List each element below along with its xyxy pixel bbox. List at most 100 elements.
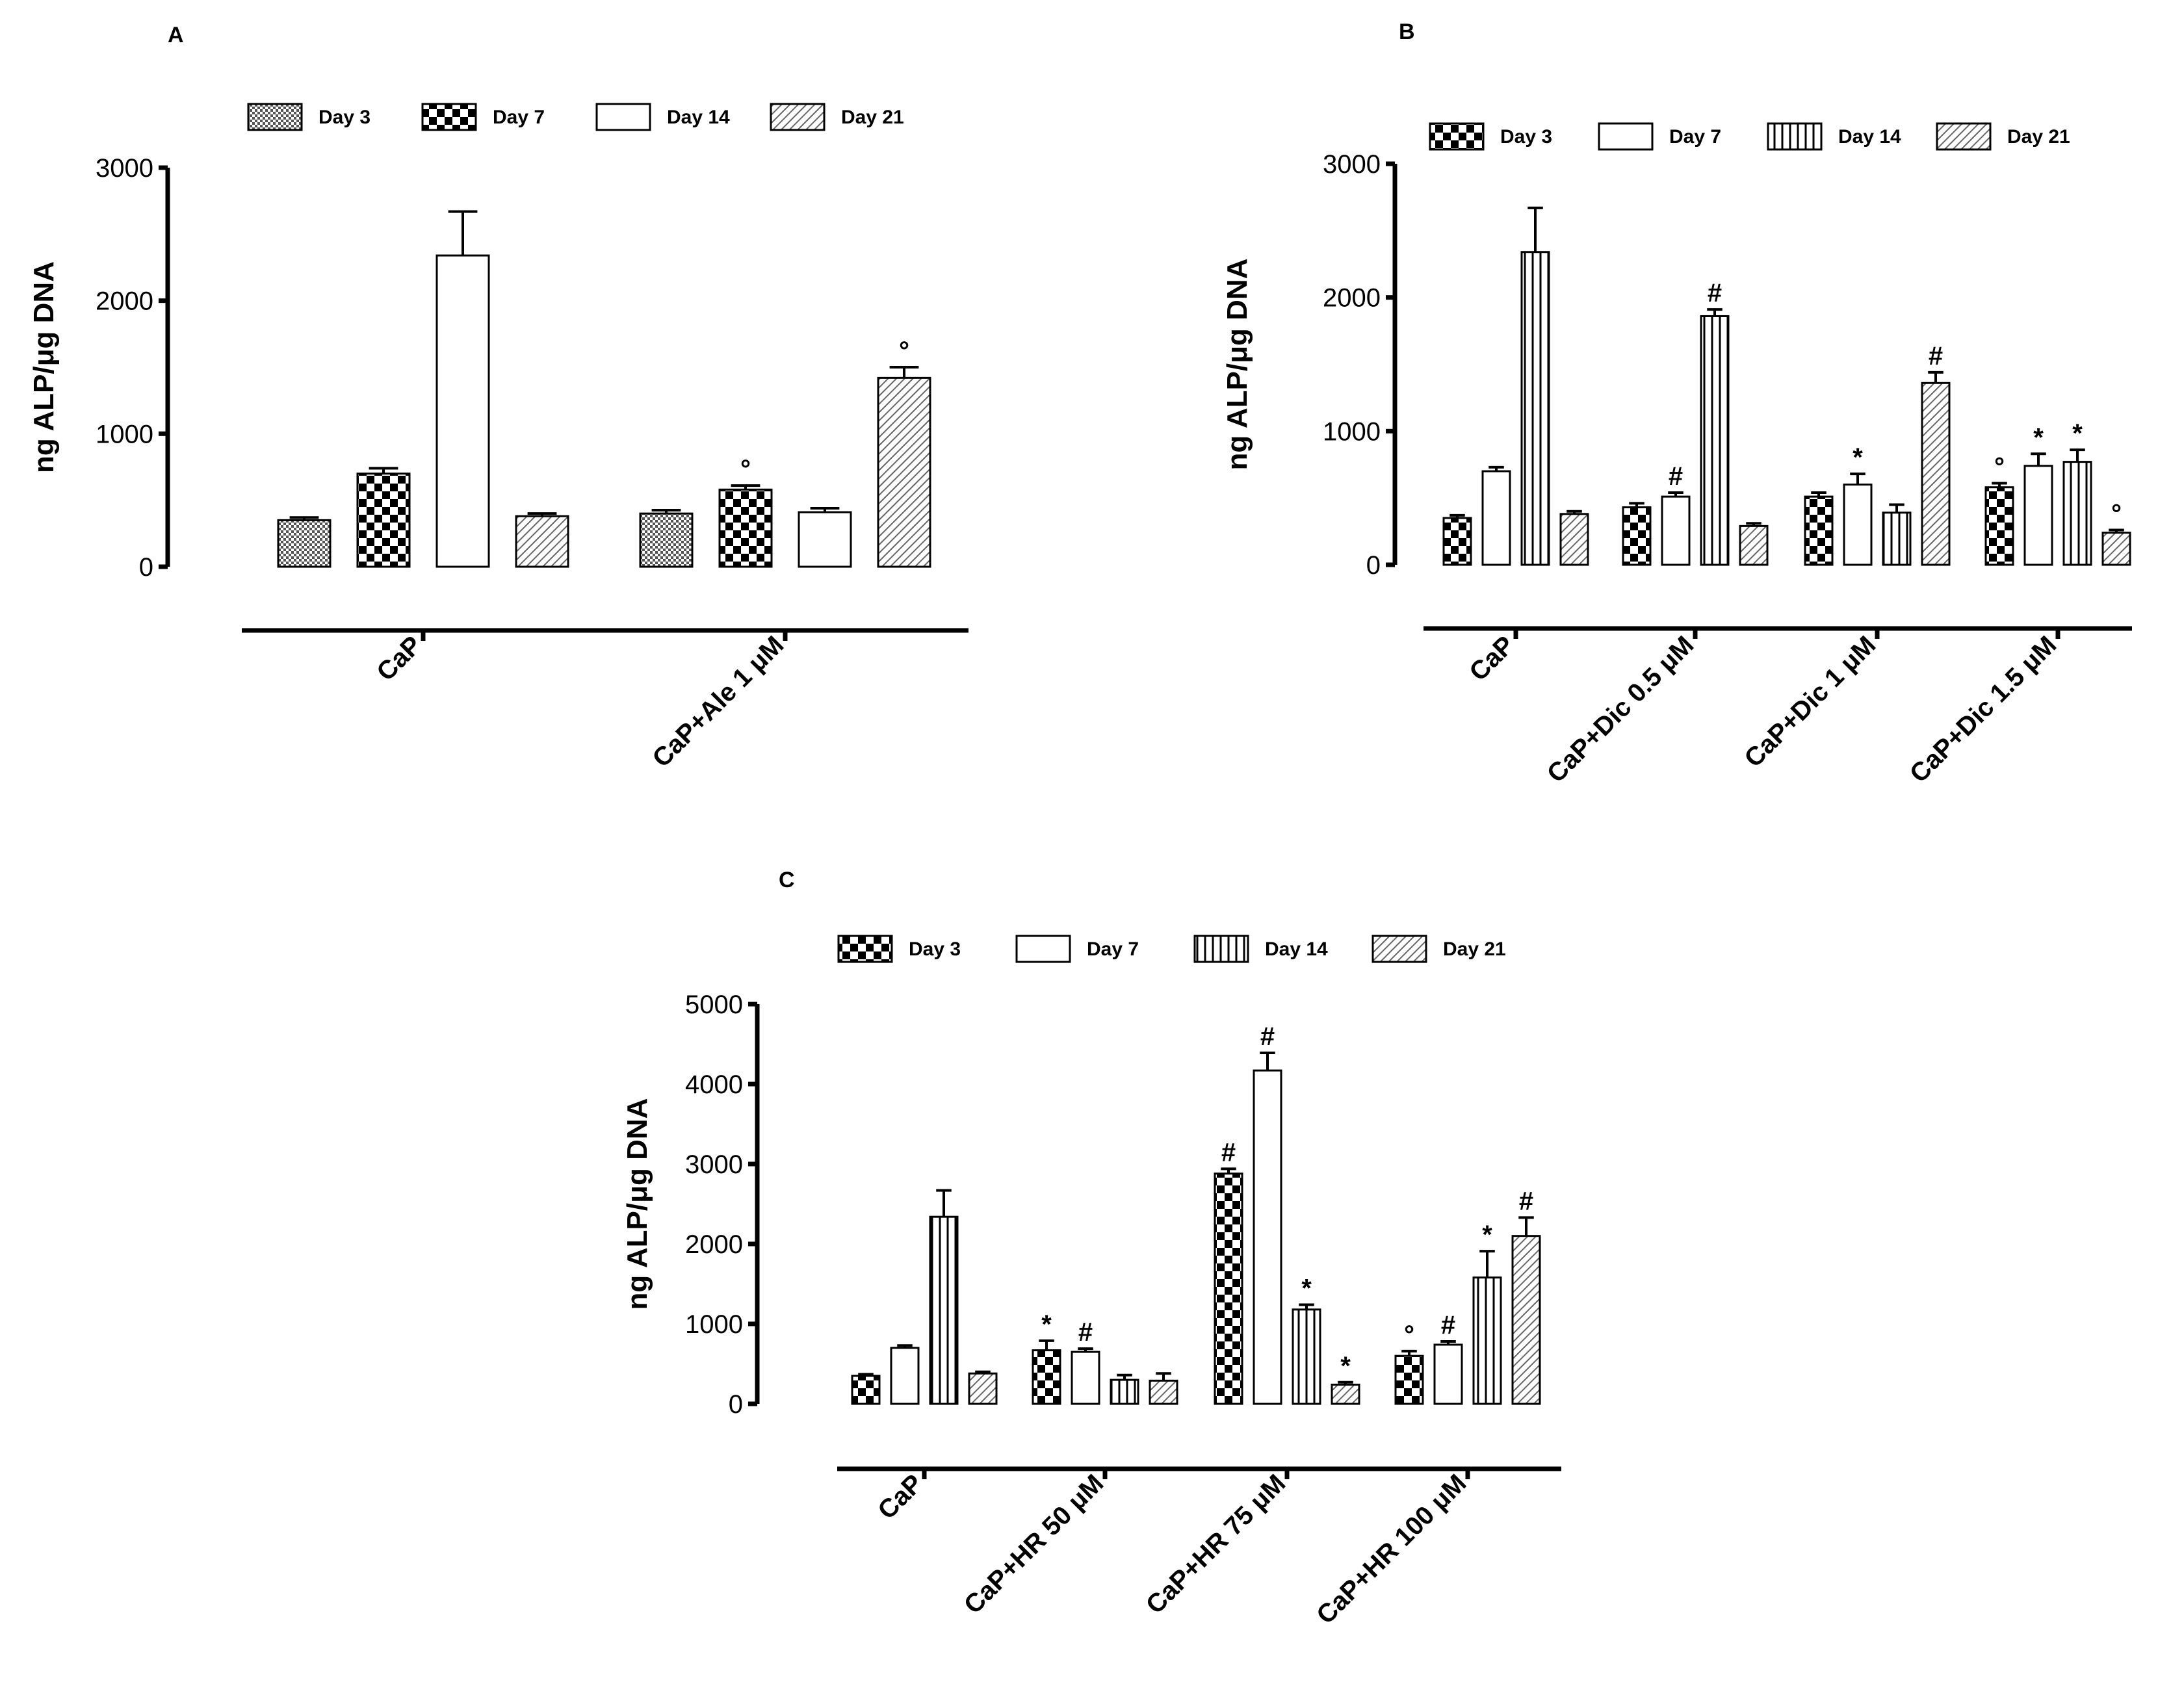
legend-label-day-14: Day 14 [1265, 938, 1328, 960]
y-tick-label-3000: 3000 [96, 154, 153, 183]
error-bar-cap-dic-1-m-day-21 [1928, 370, 1944, 383]
legend-label-day-14: Day 14 [667, 107, 730, 128]
bar-cap-hr-100-m-day-21 [1511, 1235, 1541, 1405]
error-bar-cap-dic-1-5-m-day-21 [2109, 528, 2124, 533]
bar-cap-dic-1-m-day-21 [1921, 382, 1951, 566]
y-tick-label-3000: 3000 [685, 1150, 743, 1179]
significance-marker-cap-hr-75-m-day-14: * [1301, 1274, 1312, 1302]
error-bar-cap-dic-0-5-m-day-14 [1707, 308, 1722, 317]
error-bar-cap-day-14 [936, 1189, 952, 1217]
panel-letter-c: C [779, 868, 795, 892]
error-bar-cap-dic-1-5-m-day-3 [1992, 482, 2007, 487]
y-axis-a: 0 1000 2000 3000 [96, 154, 170, 582]
bar-cap-day-7 [890, 1347, 920, 1405]
error-bar-cap-day-21 [975, 1370, 991, 1374]
legend-a: Day 3 Day 7 Day 14 Day 21 [247, 103, 904, 131]
legend-swatch-day-14 [595, 103, 651, 131]
error-bar-cap-day-7 [369, 467, 398, 474]
panel-c: C Day 3 Day 7 Day 14 Day 21 ng ALP/μg DNA 0… [621, 868, 1561, 1630]
y-tick-label-2000: 2000 [1323, 284, 1381, 313]
bar-cap-ale-1-m-day-7 [718, 488, 773, 568]
x-axis-b: CaP CaP+Dic 0.5 μM CaP+Dic 1 μM CaP+Dic 1.5… [1424, 626, 2132, 788]
bar-cap-hr-100-m-day-3 [1394, 1354, 1424, 1405]
error-bar-cap-dic-0-5-m-day-21 [1746, 522, 1762, 526]
bar-cap-day-14 [1520, 251, 1550, 566]
bar-cap-hr-75-m-day-14 [1292, 1308, 1321, 1405]
bar-cap-dic-1-5-m-day-7 [2023, 465, 2053, 566]
error-bar-cap-hr-50-m-day-3 [1039, 1339, 1054, 1351]
category-label-cap-dic-1-m: CaP+Dic 1 μM [1739, 630, 1881, 773]
category-label-cap-hr-100-m: CaP+HR 100 μM [1311, 1469, 1472, 1629]
significance-marker-cap-ale-1-m-day-7: ° [740, 455, 751, 484]
bars-c: * # # # * * ° # * # [851, 1022, 1541, 1405]
significance-marker-cap-hr-50-m-day-7: # [1078, 1318, 1093, 1347]
legend-swatch-day-21 [1936, 122, 1992, 151]
y-axis-label-c: ng ALP/μg DNA [621, 1098, 653, 1310]
bar-cap-day-3 [277, 519, 332, 568]
error-bar-cap-dic-0-5-m-day-7 [1668, 491, 1684, 497]
significance-marker-cap-ale-1-m-day-21: ° [899, 337, 909, 365]
bars-a: °° [277, 210, 931, 568]
bar-cap-dic-0-5-m-day-21 [1739, 524, 1769, 566]
bar-cap-ale-1-m-day-3 [639, 512, 694, 568]
legend-swatch-day-7 [1015, 935, 1071, 963]
legend-swatch-day-3 [1429, 122, 1485, 151]
bar-cap-dic-1-m-day-7 [1843, 484, 1873, 566]
error-bar-cap-dic-1-m-day-7 [1850, 472, 1866, 485]
legend-swatch-day-3 [837, 935, 893, 963]
y-tick-label-0: 0 [1366, 551, 1381, 580]
significance-marker-cap-dic-1-5-m-day-14: * [2072, 419, 2083, 448]
error-bar-cap-day-7 [897, 1344, 913, 1348]
error-bar-cap-dic-1-m-day-14 [1889, 503, 1904, 513]
bar-cap-dic-1-5-m-day-3 [1984, 486, 2014, 566]
significance-marker-cap-hr-75-m-day-21: * [1340, 1352, 1351, 1380]
legend-label-day-3: Day 3 [1500, 126, 1552, 148]
significance-marker-cap-hr-75-m-day-7: # [1260, 1022, 1275, 1051]
bar-cap-dic-1-5-m-day-14 [2062, 461, 2092, 566]
y-tick-label-0: 0 [729, 1390, 743, 1419]
y-axis-label-b: ng ALP/μg DNA [1221, 259, 1253, 471]
bar-cap-hr-100-m-day-14 [1472, 1276, 1502, 1405]
bar-cap-ale-1-m-day-14 [798, 511, 852, 568]
significance-marker-cap-hr-100-m-day-14: * [1482, 1221, 1492, 1249]
y-tick-label-0: 0 [139, 553, 153, 582]
legend-label-day-3: Day 3 [318, 107, 370, 128]
bar-cap-hr-75-m-day-7 [1253, 1069, 1282, 1405]
bar-cap-day-7 [1481, 470, 1511, 566]
error-bar-cap-ale-1-m-day-21 [889, 366, 919, 378]
legend-label-day-3: Day 3 [909, 938, 961, 960]
legend-label-day-14: Day 14 [1838, 126, 1901, 148]
legend-label-day-21: Day 21 [1443, 938, 1506, 960]
legend-swatch-day-14 [1193, 935, 1249, 963]
y-axis-b: 0 1000 2000 3000 [1323, 150, 1398, 580]
error-bar-cap-dic-1-5-m-day-14 [2070, 448, 2085, 462]
significance-marker-cap-hr-100-m-day-7: # [1441, 1311, 1455, 1339]
error-bar-cap-hr-100-m-day-7 [1440, 1340, 1456, 1345]
error-bar-cap-hr-100-m-day-21 [1518, 1216, 1534, 1236]
significance-marker-cap-dic-0-5-m-day-14: # [1708, 279, 1722, 307]
category-label-cap: CaP [872, 1469, 928, 1525]
y-axis-title: ng ALP/μg DNA [28, 261, 60, 473]
bar-cap-dic-0-5-m-day-14 [1700, 315, 1730, 566]
y-tick-label-1000: 1000 [1323, 417, 1381, 446]
bar-cap-hr-50-m-day-7 [1071, 1351, 1100, 1405]
legend-label-day-7: Day 7 [493, 107, 545, 128]
error-bar-cap-dic-1-m-day-3 [1811, 491, 1826, 497]
error-bar-cap-ale-1-m-day-14 [810, 506, 840, 513]
error-bar-cap-day-3 [289, 516, 319, 521]
bar-cap-day-21 [1559, 513, 1589, 566]
error-bar-cap-hr-50-m-day-14 [1117, 1373, 1132, 1380]
bar-cap-day-14 [436, 254, 490, 568]
error-bar-cap-hr-100-m-day-14 [1479, 1250, 1495, 1278]
significance-marker-cap-dic-1-5-m-day-7: * [2033, 423, 2044, 452]
bar-cap-hr-50-m-day-14 [1110, 1378, 1139, 1405]
legend-label-day-7: Day 7 [1669, 126, 1721, 148]
error-bar-cap-day-7 [1488, 465, 1504, 472]
bar-cap-day-3 [851, 1375, 881, 1405]
bar-cap-hr-50-m-day-21 [1149, 1379, 1178, 1405]
error-bar-cap-ale-1-m-day-7 [731, 484, 760, 490]
significance-marker-cap-hr-50-m-day-3: * [1041, 1310, 1052, 1339]
error-bar-cap-hr-75-m-day-7 [1260, 1052, 1275, 1071]
bar-cap-dic-0-5-m-day-3 [1622, 506, 1652, 566]
